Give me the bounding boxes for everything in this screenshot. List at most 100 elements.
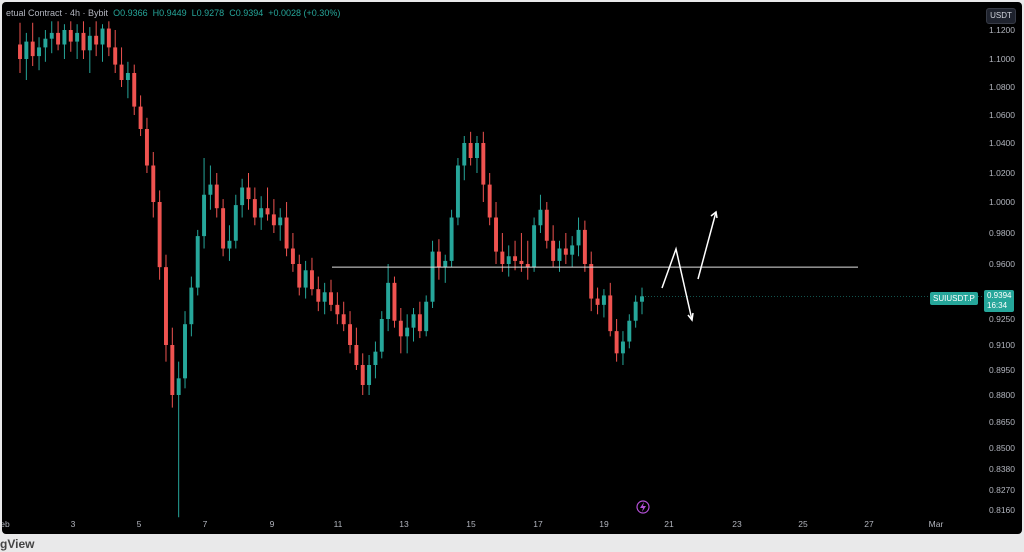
candle[interactable] bbox=[449, 209, 454, 268]
candle[interactable] bbox=[589, 251, 594, 312]
candle[interactable] bbox=[373, 341, 378, 379]
candle[interactable] bbox=[627, 314, 632, 349]
candle[interactable] bbox=[113, 30, 118, 73]
candle[interactable] bbox=[202, 158, 207, 249]
candle[interactable] bbox=[316, 276, 321, 312]
candle[interactable] bbox=[322, 282, 327, 315]
candle[interactable] bbox=[106, 21, 111, 57]
candle[interactable] bbox=[633, 295, 638, 328]
candle[interactable] bbox=[538, 194, 543, 233]
currency-button[interactable]: USDT bbox=[986, 8, 1016, 24]
candle[interactable] bbox=[398, 308, 403, 354]
candle[interactable] bbox=[284, 202, 289, 257]
candle[interactable] bbox=[544, 202, 549, 249]
candle[interactable] bbox=[132, 64, 137, 115]
candle[interactable] bbox=[170, 327, 175, 408]
candle[interactable] bbox=[640, 287, 644, 315]
candle[interactable] bbox=[265, 187, 270, 221]
candle[interactable] bbox=[233, 194, 238, 249]
candle[interactable] bbox=[252, 187, 257, 226]
candle[interactable] bbox=[151, 152, 156, 218]
candle[interactable] bbox=[94, 21, 99, 57]
candle[interactable] bbox=[164, 254, 168, 362]
candle[interactable] bbox=[246, 173, 251, 210]
candle[interactable] bbox=[367, 355, 372, 395]
candle[interactable] bbox=[81, 21, 86, 59]
candle[interactable] bbox=[227, 225, 232, 261]
candle[interactable] bbox=[595, 287, 600, 315]
candle[interactable] bbox=[379, 311, 384, 359]
candle[interactable] bbox=[443, 254, 448, 283]
candle[interactable] bbox=[360, 353, 365, 395]
candle[interactable] bbox=[221, 199, 226, 257]
candle[interactable] bbox=[303, 260, 308, 299]
candle[interactable] bbox=[290, 233, 295, 272]
candle[interactable] bbox=[468, 131, 473, 166]
candle[interactable] bbox=[189, 276, 194, 337]
candle[interactable] bbox=[392, 276, 397, 328]
candle[interactable] bbox=[278, 208, 283, 241]
candle[interactable] bbox=[62, 24, 67, 59]
candle[interactable] bbox=[176, 361, 181, 518]
candle[interactable] bbox=[608, 282, 613, 337]
candle[interactable] bbox=[436, 239, 441, 280]
candle[interactable] bbox=[49, 21, 54, 54]
candle[interactable] bbox=[195, 229, 200, 296]
candle[interactable] bbox=[487, 173, 492, 226]
candle[interactable] bbox=[68, 21, 73, 52]
candle[interactable] bbox=[18, 22, 22, 73]
candle[interactable] bbox=[494, 202, 498, 264]
candle[interactable] bbox=[354, 327, 359, 370]
candle[interactable] bbox=[601, 289, 606, 318]
candle[interactable] bbox=[462, 136, 467, 181]
candle[interactable] bbox=[341, 301, 346, 332]
candle[interactable] bbox=[30, 22, 35, 66]
candle[interactable] bbox=[500, 233, 505, 272]
candle[interactable] bbox=[183, 311, 187, 389]
candle[interactable] bbox=[411, 308, 416, 342]
candle[interactable] bbox=[519, 233, 524, 272]
candle[interactable] bbox=[475, 136, 479, 173]
candle[interactable] bbox=[259, 196, 264, 230]
candle[interactable] bbox=[125, 61, 130, 99]
candle[interactable] bbox=[614, 319, 619, 362]
candle[interactable] bbox=[576, 217, 581, 257]
chart-panel[interactable]: 1.1200 1.1000 1.0800 1.0600 1.0400 1.0200 1.00… bbox=[0, 2, 1022, 534]
candle[interactable] bbox=[100, 24, 105, 62]
candle[interactable] bbox=[119, 47, 124, 87]
candle[interactable] bbox=[75, 24, 80, 59]
candle[interactable] bbox=[138, 95, 143, 136]
candlestick-chart[interactable]: 1.1200 1.1000 1.0800 1.0600 1.0400 1.0200 1.00… bbox=[0, 2, 1022, 534]
candle[interactable] bbox=[208, 165, 213, 210]
candle[interactable] bbox=[481, 131, 486, 202]
candle[interactable] bbox=[430, 240, 435, 308]
candle[interactable] bbox=[386, 264, 391, 332]
candle[interactable] bbox=[56, 21, 61, 51]
candle[interactable] bbox=[532, 217, 537, 272]
candle[interactable] bbox=[551, 225, 556, 268]
candle[interactable] bbox=[309, 257, 314, 296]
candle[interactable] bbox=[24, 32, 29, 80]
candle[interactable] bbox=[582, 220, 587, 272]
candle[interactable] bbox=[297, 254, 302, 296]
candle[interactable] bbox=[570, 236, 575, 268]
candle[interactable] bbox=[525, 240, 530, 280]
candle[interactable] bbox=[348, 311, 353, 354]
candle[interactable] bbox=[157, 190, 162, 280]
candle[interactable] bbox=[144, 117, 149, 173]
candle[interactable] bbox=[271, 199, 276, 233]
lightning-icon[interactable] bbox=[636, 500, 650, 514]
candle[interactable] bbox=[405, 314, 410, 354]
candle[interactable] bbox=[329, 279, 333, 312]
candle[interactable] bbox=[43, 30, 48, 62]
candle[interactable] bbox=[214, 173, 219, 218]
candle[interactable] bbox=[417, 301, 422, 339]
candle[interactable] bbox=[240, 178, 245, 218]
candle[interactable] bbox=[424, 295, 429, 337]
candle[interactable] bbox=[506, 245, 511, 277]
candle[interactable] bbox=[455, 158, 460, 226]
candle[interactable] bbox=[37, 37, 42, 71]
candle[interactable] bbox=[620, 331, 625, 365]
candle[interactable] bbox=[335, 292, 340, 325]
candle[interactable] bbox=[563, 233, 568, 264]
